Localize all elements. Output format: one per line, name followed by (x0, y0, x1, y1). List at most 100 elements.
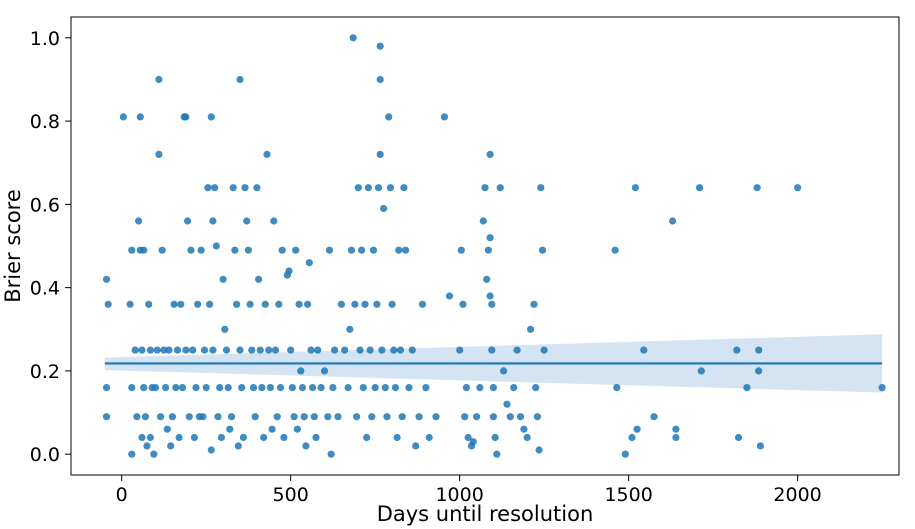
data-point (400, 184, 408, 192)
data-point (484, 246, 492, 254)
data-point (422, 384, 430, 392)
data-point (320, 367, 329, 375)
data-point (353, 413, 361, 421)
y-tick-label: 0.8 (30, 111, 60, 133)
data-point (532, 384, 540, 392)
data-point (408, 346, 416, 354)
data-point (376, 42, 384, 50)
data-point (209, 217, 217, 225)
data-point (309, 384, 317, 392)
data-point (212, 242, 220, 250)
data-point (535, 446, 543, 454)
data-point (126, 300, 134, 308)
data-point (445, 292, 454, 300)
data-point (270, 217, 278, 225)
data-point (418, 300, 427, 308)
data-point (385, 113, 393, 121)
data-point (146, 346, 154, 354)
data-point (533, 413, 542, 421)
data-point (189, 346, 197, 354)
data-point (244, 246, 252, 254)
data-point (503, 400, 511, 408)
data-point (182, 346, 190, 354)
data-point (538, 246, 547, 254)
data-point (312, 433, 320, 442)
data-point (329, 384, 337, 392)
data-point (221, 325, 229, 333)
data-point (462, 384, 470, 392)
data-point (143, 442, 151, 450)
data-point (356, 346, 364, 354)
data-point (136, 113, 144, 121)
data-point (172, 384, 180, 392)
data-point (341, 346, 349, 354)
data-point (128, 384, 136, 392)
data-point (280, 433, 288, 442)
data-point (192, 384, 200, 392)
data-point (432, 413, 440, 421)
data-point (141, 413, 149, 421)
data-point (260, 433, 268, 442)
data-point (160, 346, 168, 354)
data-point (253, 184, 261, 192)
data-point (128, 450, 136, 458)
data-point (104, 300, 112, 308)
data-point (209, 346, 217, 354)
data-point (199, 413, 207, 421)
data-point (214, 413, 222, 421)
data-point (461, 413, 469, 421)
data-point (457, 246, 465, 254)
data-point (140, 246, 148, 254)
data-point (187, 246, 195, 254)
data-point (146, 433, 154, 442)
y-axis-label: Brier score (1, 189, 25, 303)
data-point (177, 300, 185, 308)
data-point (138, 346, 146, 354)
data-point (207, 113, 215, 121)
data-point (182, 113, 190, 121)
data-point (523, 433, 531, 442)
data-point (755, 367, 763, 375)
x-tick-label: 1000 (435, 484, 483, 506)
x-axis-label: Days until resolution (377, 502, 594, 526)
data-point (157, 413, 165, 421)
data-point (506, 413, 514, 421)
data-point (275, 300, 283, 308)
data-point (268, 425, 276, 433)
data-point (483, 275, 491, 283)
data-point (229, 184, 237, 192)
data-point (476, 384, 484, 392)
data-point (256, 346, 264, 354)
data-point (369, 246, 378, 254)
data-point (266, 384, 274, 392)
data-point (734, 433, 743, 442)
data-point (479, 217, 487, 225)
data-point (190, 433, 198, 442)
data-point (481, 184, 489, 192)
y-tick-label: 0.2 (30, 361, 60, 383)
y-tick-label: 0.6 (30, 194, 60, 216)
data-point (239, 433, 247, 442)
data-point (456, 346, 464, 354)
data-point (155, 150, 163, 158)
data-point (325, 246, 334, 254)
data-point (496, 184, 504, 192)
data-point (163, 425, 171, 433)
data-point (222, 346, 231, 354)
data-point (170, 300, 178, 308)
data-point (178, 384, 187, 392)
data-point (271, 346, 280, 354)
data-point (185, 413, 193, 421)
data-point (381, 384, 389, 392)
data-point (297, 367, 305, 375)
data-point (197, 246, 205, 254)
data-point (489, 384, 497, 392)
data-point (300, 413, 308, 421)
data-point (168, 413, 176, 421)
data-point (378, 346, 386, 354)
data-point (207, 446, 215, 454)
data-point (236, 75, 244, 84)
data-point (354, 184, 362, 192)
data-point (516, 413, 525, 421)
data-point (358, 246, 366, 254)
